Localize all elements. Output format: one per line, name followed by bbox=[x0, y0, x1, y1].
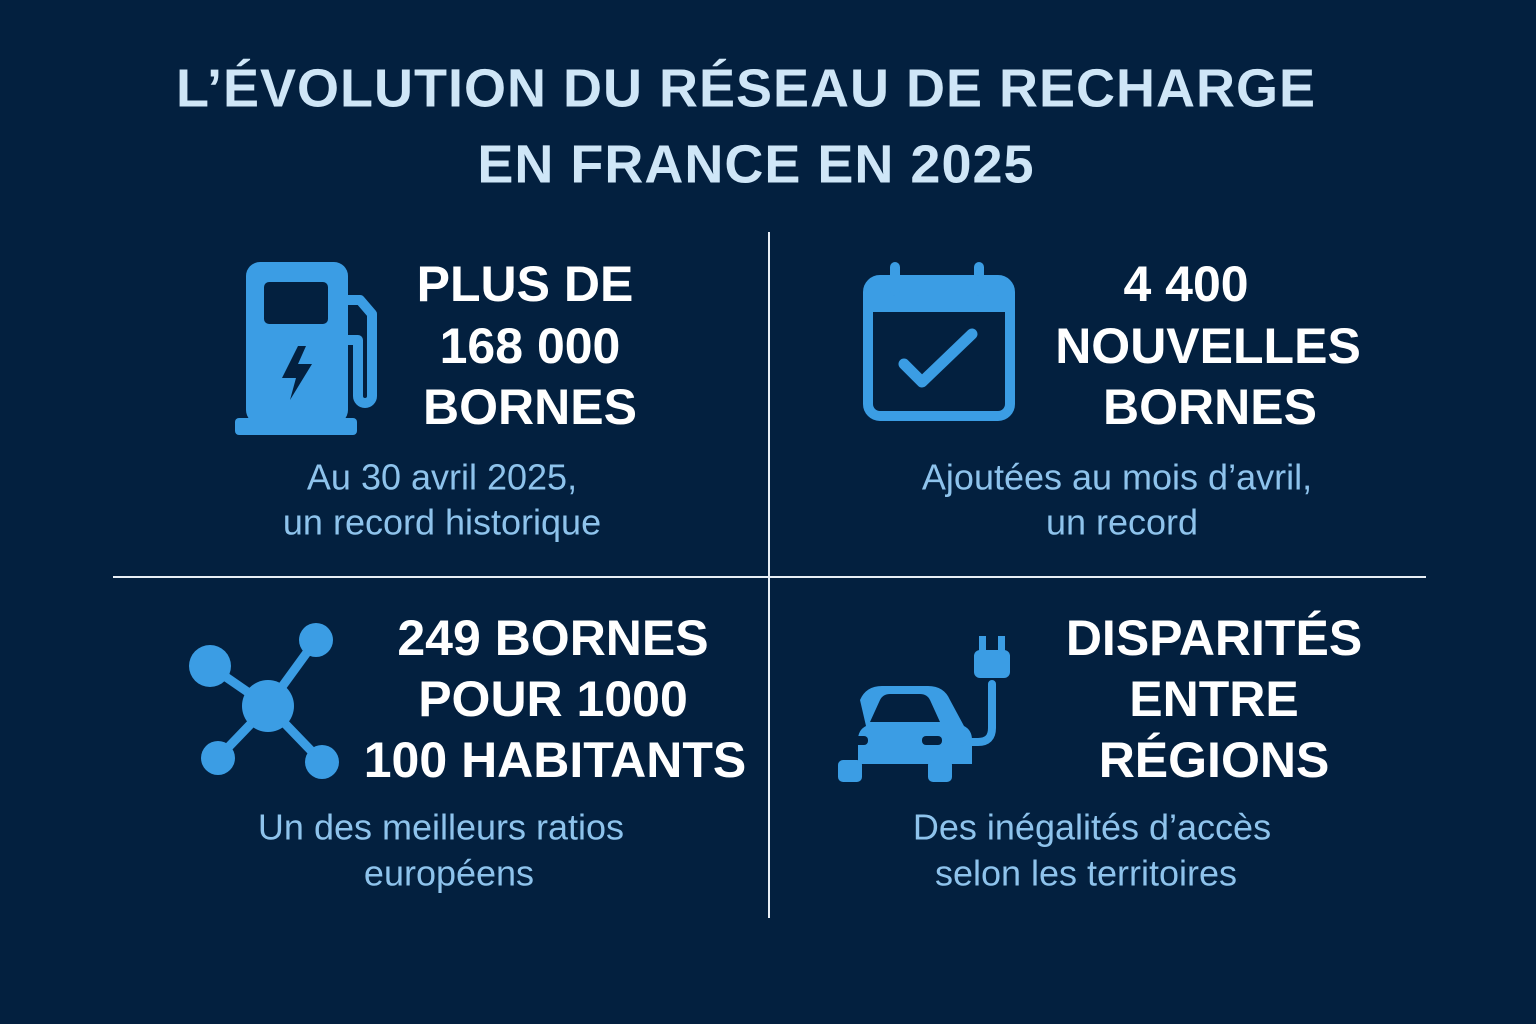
subtitle: européens bbox=[364, 853, 534, 894]
headline: BORNES bbox=[1103, 379, 1317, 435]
subtitle: Ajoutées au mois d’avril, bbox=[922, 457, 1312, 498]
calendar-icon bbox=[863, 262, 1015, 421]
subtitle: un record bbox=[1046, 502, 1198, 543]
headline: DISPARITÉS bbox=[1066, 610, 1362, 666]
title-line: L’ÉVOLUTION DU RÉSEAU DE RECHARGE bbox=[176, 58, 1316, 118]
headline: 168 000 bbox=[440, 318, 621, 374]
network-icon bbox=[189, 623, 339, 779]
headline: NOUVELLES bbox=[1055, 318, 1361, 374]
headline: RÉGIONS bbox=[1099, 732, 1330, 788]
headline: 249 BORNES bbox=[397, 610, 708, 666]
subtitle: selon les territoires bbox=[935, 853, 1237, 894]
headline: 4 400 bbox=[1123, 256, 1248, 312]
car-plug-icon bbox=[838, 636, 1010, 782]
subtitle: Au 30 avril 2025, bbox=[307, 457, 577, 498]
headline: POUR 1000 bbox=[418, 671, 688, 727]
charger-icon bbox=[235, 262, 377, 435]
subtitle: Des inégalités d’accès bbox=[913, 807, 1271, 848]
title-line: EN FRANCE EN 2025 bbox=[477, 134, 1034, 194]
headline: ENTRE bbox=[1129, 671, 1298, 727]
headline: BORNES bbox=[423, 379, 637, 435]
headline: PLUS DE bbox=[417, 256, 634, 312]
subtitle: un record historique bbox=[283, 502, 601, 543]
headline: 100 HABITANTS bbox=[364, 732, 746, 788]
subtitle: Un des meilleurs ratios bbox=[258, 807, 624, 848]
